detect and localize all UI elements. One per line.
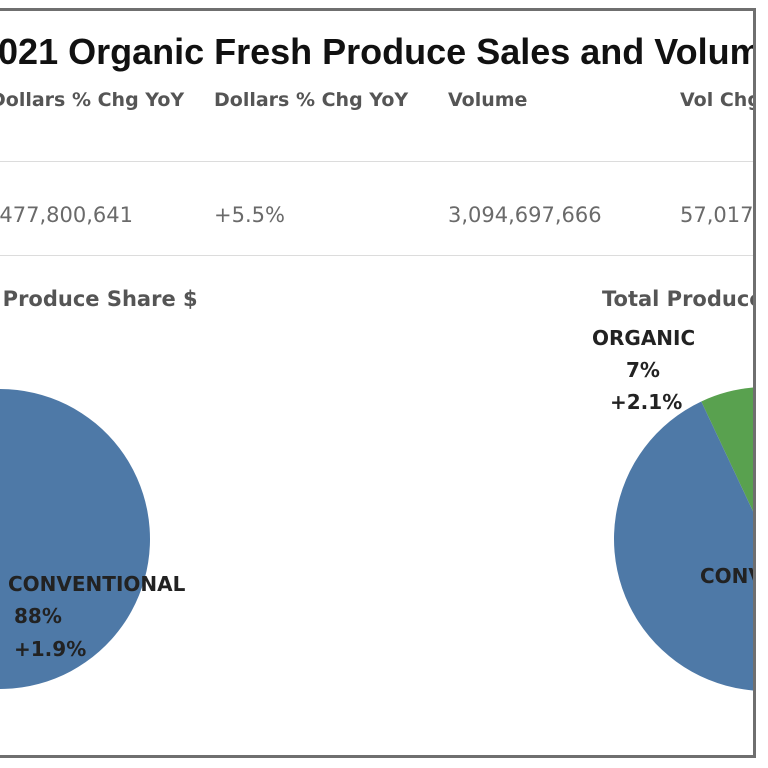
left-conventional-percent: 88%	[14, 604, 62, 628]
cell-dollars-pct-chg: +5.5%	[214, 203, 285, 227]
pie-slice-conventional	[0, 389, 150, 689]
right-organic-change: +2.1%	[610, 390, 682, 414]
header-vol-chg: Vol Chg	[680, 89, 756, 111]
header-dollars-pct-chg: Dollars % Chg YoY	[214, 89, 409, 111]
cell-vol-chg: 57,017,8	[680, 203, 754, 227]
cell-volume: 3,094,697,666	[448, 203, 602, 227]
pie-share-dollars	[0, 389, 150, 689]
left-conventional-change: +1.9%	[14, 637, 86, 661]
pie-charts: CONVENTIONAL 88% +1.9% ORGANIC 7% +2.1% CONVEN…	[0, 326, 756, 691]
right-organic-percent: 7%	[626, 358, 660, 382]
pie-title-total-produce: Total Produce	[602, 287, 756, 311]
header-dollars-chg: Dollars % Chg YoY	[0, 89, 185, 111]
right-conventional-name: CONVENTIONAL	[700, 564, 756, 588]
dashboard-frame: 2021 Organic Fresh Produce Sales and Vol…	[0, 8, 756, 758]
pie-slice-organic	[701, 387, 753, 512]
pie-slice-conventional	[614, 401, 753, 691]
table-divider	[0, 161, 753, 162]
left-conventional-name: CONVENTIONAL	[8, 572, 186, 596]
right-organic-name: ORGANIC	[592, 326, 695, 350]
pie-total-produce	[614, 387, 753, 691]
header-volume: Volume	[448, 89, 528, 111]
dashboard-title: 2021 Organic Fresh Produce Sales and Vol…	[0, 31, 756, 72]
section-divider	[0, 255, 753, 256]
cell-dollars: $477,800,641	[0, 203, 133, 227]
pie-title-share-dollars: Total Produce Share $	[0, 287, 198, 311]
